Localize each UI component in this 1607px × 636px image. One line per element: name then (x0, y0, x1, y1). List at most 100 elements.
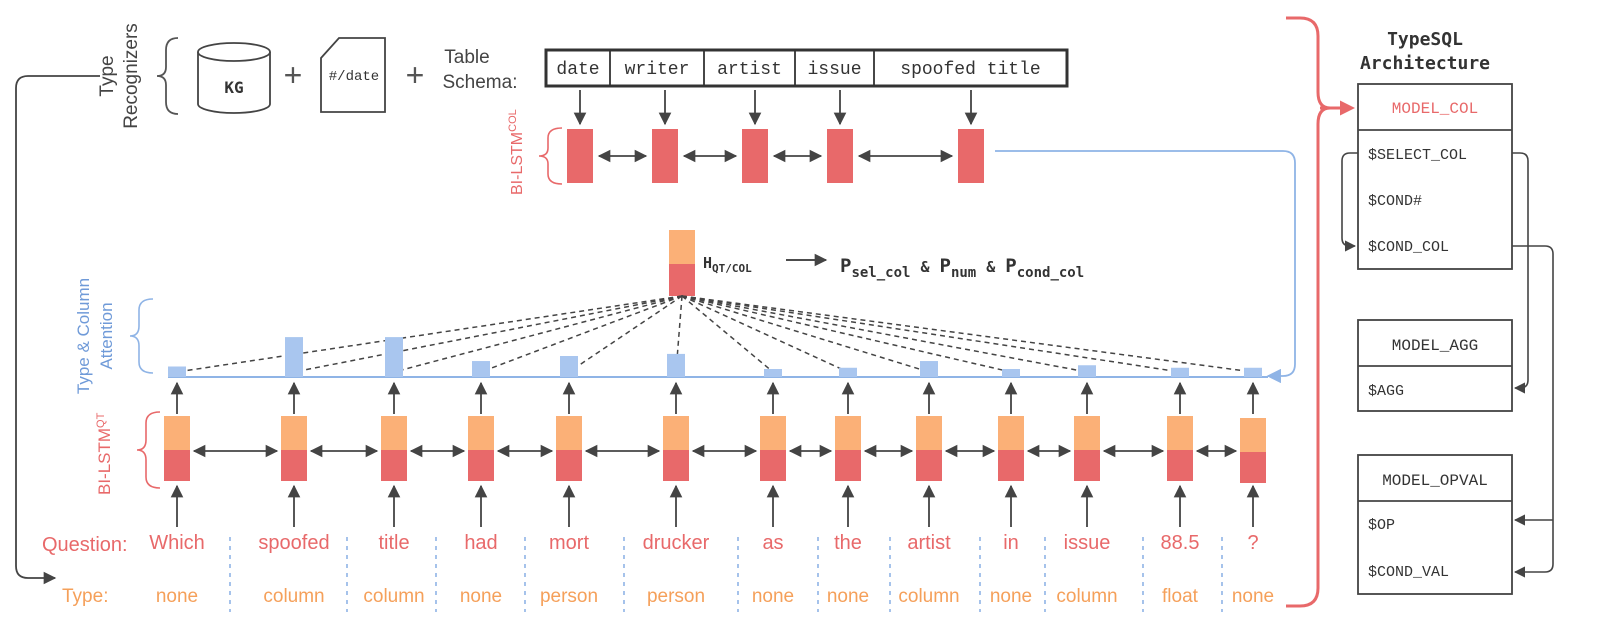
type-recognizers-brace (156, 37, 179, 115)
qt-lstm-cell-top (468, 416, 494, 450)
bilstm-col-brace (538, 127, 563, 185)
type-word: column (263, 586, 324, 607)
select-col-to-agg-arrow (1512, 152, 1529, 394)
attention-dashed-line (681, 295, 774, 373)
qt-lstm-cell-top (164, 416, 190, 450)
schema-column-artist: artist (717, 60, 782, 80)
kg-database-icon: KG (197, 42, 271, 114)
type-word: none (752, 586, 794, 607)
qt-lstm-cell-top (835, 416, 861, 450)
hqt-label: HQT/COL (703, 254, 752, 275)
qt-lstm-cell-top (916, 416, 942, 450)
attention-label-line2: Attention (97, 302, 116, 369)
qt-lstm-cell-bottom (556, 450, 582, 481)
bilstm-qt-brace (136, 411, 161, 489)
attention-bar (285, 337, 303, 377)
type-recognizers-label-line2: Recognizers (121, 23, 142, 129)
model-agg-item-agg: $AGG (1368, 383, 1404, 400)
qt-lstm-cell-bottom (916, 450, 942, 481)
qt-lstm-cell-bottom (760, 450, 786, 481)
model-agg-title: MODEL_AGG (1392, 337, 1478, 355)
col-lstm-cell (958, 129, 984, 183)
col-lstm-cell (652, 129, 678, 183)
qt-lstm-cell-top (1240, 418, 1266, 452)
model-col-item-cond-num: $COND# (1368, 193, 1422, 210)
attention-dashed-line (480, 295, 683, 373)
cond-col-to-cond-val-arrow (1512, 245, 1554, 578)
attention-dashed-line (393, 295, 683, 373)
table-schema-group: Table Schema: date writer artist issue spoof… (443, 47, 1069, 93)
attention-bar (1171, 367, 1189, 377)
qt-lstm-cell-bottom (164, 450, 190, 481)
col-to-attention-connector (995, 150, 1296, 384)
date-document-icon: #/date (320, 37, 386, 113)
col-lstm-cell (827, 129, 853, 183)
attention-dashed-line (568, 295, 683, 373)
qt-lstm-cell-top (381, 416, 407, 450)
type-word: column (363, 586, 424, 607)
type-word: none (156, 586, 198, 607)
qt-lstm-cell-top (1074, 416, 1100, 450)
attention-brace (129, 298, 154, 374)
bilstm-col-label-group: BI-LSTMCOL (507, 109, 563, 195)
attention-bar (1002, 369, 1020, 377)
type-label: Type: (62, 586, 108, 607)
schema-column-issue: issue (807, 60, 861, 80)
plus-sign-2: + (406, 57, 425, 93)
type-word: none (1232, 586, 1274, 607)
qt-lstm-cell-top (1167, 416, 1193, 450)
type-recognizers-group: Type Recognizers KG + #/date + (97, 23, 424, 129)
question-word: in (1003, 532, 1019, 554)
schema-column-spoofed-title: spoofed title (900, 60, 1040, 80)
col-lstm-cell (742, 129, 768, 183)
qt-lstm-cell-top (556, 416, 582, 450)
question-word: spoofed (258, 532, 329, 554)
question-word: drucker (643, 532, 710, 554)
qt-lstm-cell-top (281, 416, 307, 450)
attention-dashed-line (681, 295, 1181, 373)
qt-lstm-cell-top (663, 416, 689, 450)
qt-lstm-cell-bottom (1167, 450, 1193, 481)
model-col-title: MODEL_COL (1392, 100, 1478, 118)
attention-bar (168, 366, 186, 377)
prob-outputs-label: Psel_col & Pnum & Pcond_col (840, 255, 1084, 281)
qt-lstm-cell-bottom (663, 450, 689, 481)
table-schema-label-line2: Schema: (443, 72, 518, 93)
attention-bar (1078, 365, 1096, 377)
model-agg-box: MODEL_AGG $AGG (1357, 319, 1513, 412)
type-word: none (990, 586, 1032, 607)
model-col-item-cond-col: $COND_COL (1368, 239, 1449, 256)
date-document-label: #/date (329, 69, 379, 85)
schema-column-date: date (556, 60, 599, 80)
select-col-to-cond-col-arrow (1341, 152, 1358, 252)
table-schema-box (544, 48, 1069, 88)
question-word: ? (1247, 532, 1258, 554)
attention-bar (839, 367, 857, 377)
type-loop-arrow (15, 75, 100, 585)
attention-bar (560, 356, 578, 377)
type-word: none (460, 586, 502, 607)
question-word: 88.5 (1161, 532, 1200, 554)
qt-lstm-cell-top (760, 416, 786, 450)
type-recognizers-label-line1: Type (97, 55, 118, 96)
question-label: Question: (42, 534, 128, 556)
attention-label-line1: Type & Column (74, 278, 93, 394)
attention-bar (920, 361, 938, 377)
architecture-title-line2: Architecture (1360, 53, 1490, 74)
attention-dashed-line (293, 295, 683, 373)
hqt-cell-bottom (669, 264, 695, 296)
hqt-cell-top (669, 230, 695, 264)
hqt-group: HQT/COL Psel_col & Pnum & Pcond_col (669, 230, 1084, 296)
model-opval-item-cond-val: $COND_VAL (1368, 564, 1449, 581)
question-word: issue (1064, 532, 1111, 554)
type-word: column (898, 586, 959, 607)
qt-lstm-cell-bottom (998, 450, 1024, 481)
qt-lstm-cell-bottom (468, 450, 494, 481)
type-word: column (1056, 586, 1117, 607)
kg-label: KG (224, 78, 243, 97)
attention-dashed-line (681, 295, 849, 373)
qt-lstm-cell-top (998, 416, 1024, 450)
typesql-architecture-panel: TypeSQL Architecture MODEL_COL $SELECT_C… (1341, 29, 1554, 595)
